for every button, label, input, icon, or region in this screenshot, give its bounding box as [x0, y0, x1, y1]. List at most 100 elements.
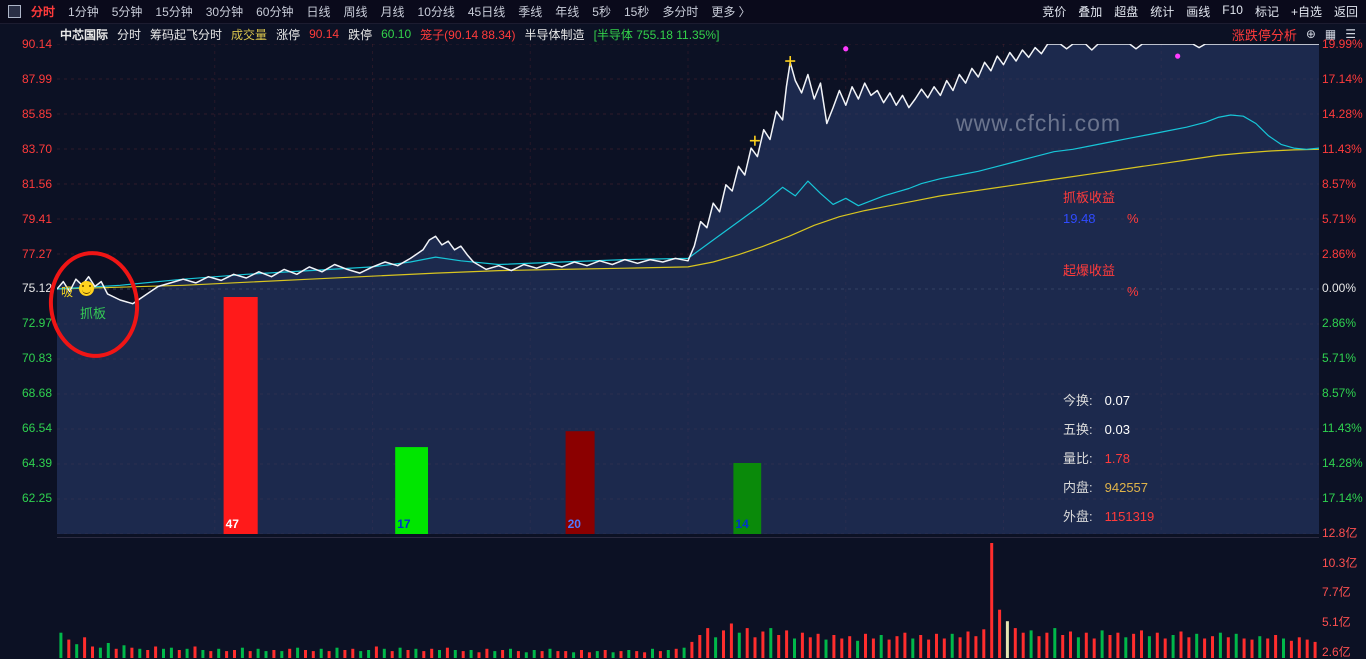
volume-bar	[627, 650, 631, 658]
volume-bar	[793, 638, 796, 658]
signal-bar-value: 20	[567, 517, 581, 531]
grab-board-text: 抓板	[80, 306, 107, 321]
toolbar-action[interactable]: 竞价	[1042, 5, 1067, 19]
add-window-icon[interactable]: ⊕	[1305, 27, 1316, 41]
toolbar-tab[interactable]: 更多 〉	[711, 5, 751, 19]
signal-bar	[223, 297, 258, 534]
stat-row: 量比: 1.78	[1063, 451, 1130, 466]
volume-bar	[1274, 635, 1278, 658]
industry-label[interactable]: 半导体制造	[524, 27, 585, 42]
volume-bar	[879, 635, 883, 658]
toolbar-tab[interactable]: 月线	[380, 5, 405, 19]
volume-bar	[1116, 632, 1120, 658]
volume-bar	[374, 646, 378, 658]
limit-analysis-link[interactable]: 涨跌停分析	[1231, 27, 1297, 43]
volume-bar	[1171, 635, 1175, 658]
grab-profit-value: 19.48%	[1063, 211, 1139, 226]
volume-bar	[1258, 636, 1262, 658]
volume-bar	[864, 633, 867, 658]
volume-bar	[1313, 641, 1317, 658]
volume-bar	[83, 637, 87, 658]
app-logo-icon[interactable]	[8, 5, 21, 18]
toolbar-tab[interactable]: 日线	[306, 5, 331, 19]
toolbar-action[interactable]: 超盘	[1114, 5, 1139, 19]
signal-bar	[733, 463, 762, 534]
volume-bar	[603, 650, 607, 658]
volume-bar	[556, 651, 560, 658]
toolbar-action[interactable]: 返回	[1333, 5, 1358, 19]
price-chart-canvas[interactable]	[57, 44, 1319, 534]
volume-bar	[453, 650, 457, 658]
volume-bar	[240, 647, 244, 658]
signal-bar	[565, 431, 595, 534]
volume-bar	[343, 650, 347, 658]
toolbar-tab[interactable]: 多分时	[662, 5, 699, 19]
volume-bar	[1250, 639, 1254, 658]
volume-bar	[848, 636, 852, 658]
volume-bar	[1305, 639, 1309, 658]
toolbar-tab[interactable]: 30分钟	[205, 5, 244, 19]
toolbar-tab[interactable]: 1分钟	[68, 5, 99, 19]
volume-chart[interactable]	[57, 537, 1319, 658]
toolbar-tab[interactable]: 60分钟	[256, 5, 294, 19]
toolbar-tab[interactable]: 15秒	[623, 5, 650, 19]
toolbar-action[interactable]: 标记	[1254, 5, 1279, 19]
volume-bar	[75, 644, 79, 658]
volume-bar	[658, 651, 662, 658]
volume-bar	[927, 639, 931, 658]
marker-dot	[843, 46, 849, 52]
price-axis-label: 68.68	[21, 386, 52, 401]
volume-bar	[1179, 631, 1183, 658]
toolbar-tab[interactable]: 年线	[555, 5, 580, 19]
signal-bar-value: 14	[735, 517, 749, 531]
toolbar-tab[interactable]: 周线	[343, 5, 368, 19]
toolbar-tab[interactable]: 15分钟	[155, 5, 193, 19]
period-label[interactable]: 分时	[117, 27, 142, 42]
volume-bar	[430, 648, 434, 658]
toolbar-action[interactable]: +自选	[1290, 5, 1322, 19]
toolbar-action[interactable]: 画线	[1186, 5, 1211, 19]
toolbar-action[interactable]: 统计	[1150, 5, 1175, 19]
menu-icon[interactable]: ☰	[1345, 27, 1356, 41]
smiley-face-icon	[79, 281, 94, 296]
stat-row: 今换: 0.07	[1063, 393, 1130, 408]
volume-bar	[217, 648, 221, 658]
volume-bar	[769, 628, 773, 658]
toolbar-tab[interactable]: 5秒	[592, 5, 611, 19]
indicator-name[interactable]: 筹码起飞分时	[150, 27, 223, 42]
stock-name[interactable]: 中芯国际	[60, 27, 109, 42]
stat-row: 外盘: 1151319	[1063, 509, 1155, 524]
sector-quote[interactable]: [半导体 755.18 11.35%]	[593, 27, 720, 42]
toolbar-tab[interactable]: 10分线	[417, 5, 455, 19]
percent-axis-label: 8.57%	[1322, 386, 1357, 401]
volume-bar	[1092, 638, 1096, 658]
volume-bar	[296, 647, 300, 658]
toolbar-tab[interactable]: 季线	[518, 5, 543, 19]
price-chart[interactable]: 47 17 20 14	[57, 44, 1319, 534]
volume-axis-label: 10.3亿	[1322, 555, 1358, 570]
volume-bar	[942, 638, 946, 658]
volume-indicator-label[interactable]: 成交量	[231, 27, 268, 42]
volume-chart-canvas[interactable]	[57, 538, 1319, 658]
volume-bar	[138, 648, 142, 658]
price-axis-label: 81.56	[21, 176, 52, 191]
toolbar-tab[interactable]: 分时	[31, 5, 56, 19]
volume-bar	[714, 637, 718, 658]
limit-down-value: 60.10	[381, 27, 412, 41]
grid-layout-icon[interactable]: ▦	[1324, 27, 1337, 41]
volume-bar	[106, 643, 110, 658]
burst-profit-label: 起爆收益	[1063, 263, 1116, 278]
toolbar-tab[interactable]: 5分钟	[111, 5, 143, 19]
volume-bar	[1108, 635, 1112, 658]
toolbar-action[interactable]: 叠加	[1078, 5, 1103, 19]
toolbar-action[interactable]: F10	[1222, 3, 1243, 17]
volume-bar	[1140, 630, 1143, 658]
percent-axis-label: 5.71%	[1322, 351, 1357, 366]
volume-bar	[146, 650, 150, 658]
volume-bar	[1211, 636, 1214, 658]
volume-bar	[169, 647, 173, 658]
toolbar-tab[interactable]: 45日线	[467, 5, 506, 19]
volume-bar	[1132, 633, 1136, 658]
percent-axis-label: 17.14%	[1322, 71, 1363, 86]
